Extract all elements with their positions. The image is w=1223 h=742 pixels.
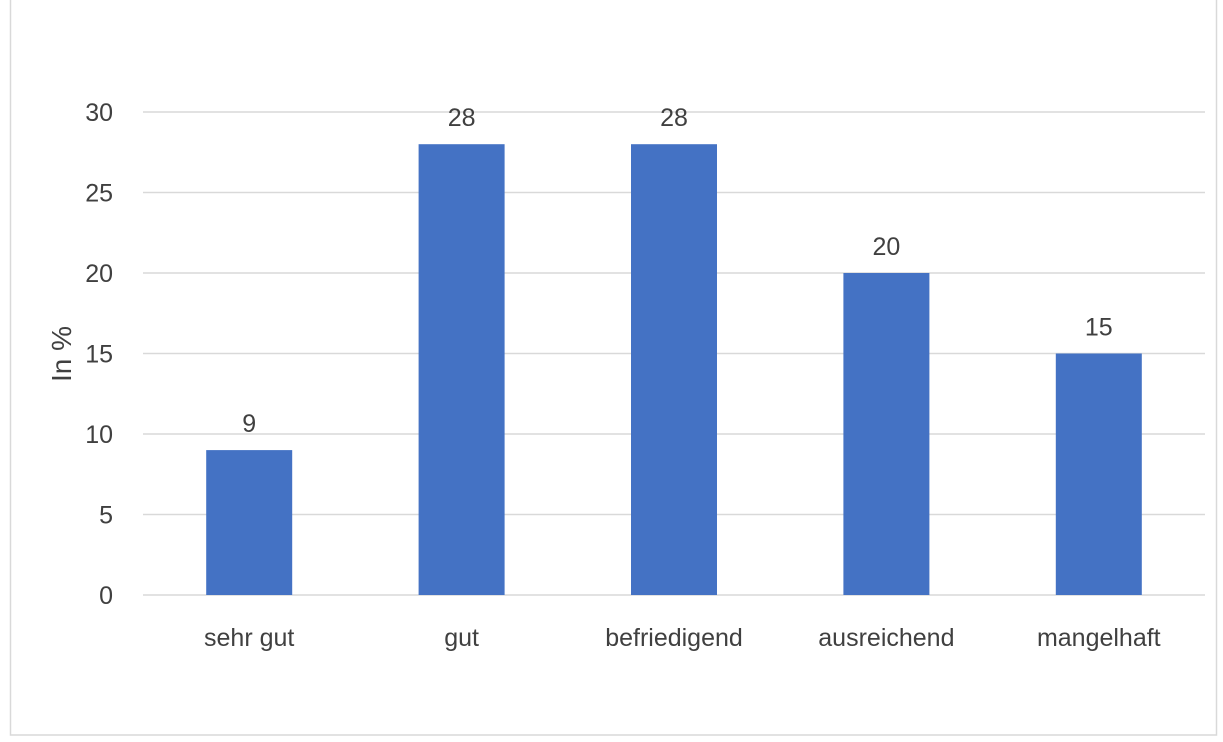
data-labels: 9 28 28 20 15 [242, 104, 1112, 438]
data-label: 20 [872, 233, 900, 261]
y-tick-label: 30 [85, 99, 113, 127]
chart-frame [9, 0, 1218, 736]
data-label: 28 [448, 104, 476, 132]
y-tick-label: 20 [85, 260, 113, 288]
bar-befriedigend [631, 144, 717, 595]
x-tick-label: mangelhaft [1037, 624, 1161, 652]
data-label: 28 [660, 104, 688, 132]
y-axis-tick-labels: 0 5 10 15 20 25 30 [85, 99, 113, 610]
bar-ausreichend [843, 273, 930, 595]
bar-mangelhaft [1055, 353, 1142, 595]
y-tick-label: 5 [99, 502, 113, 530]
x-tick-label: sehr gut [204, 624, 294, 652]
x-tick-label: gut [444, 624, 479, 652]
bar-sehr-gut [206, 450, 293, 595]
y-tick-label: 25 [85, 180, 113, 208]
data-label: 9 [242, 410, 256, 438]
y-tick-label: 0 [99, 582, 113, 610]
x-tick-label: befriedigend [605, 624, 743, 652]
bars [206, 144, 1142, 595]
bar-gut [418, 144, 505, 595]
x-tick-label: ausreichend [818, 624, 954, 652]
y-tick-label: 15 [85, 341, 113, 369]
y-axis-title: In % [46, 326, 77, 382]
data-label: 15 [1085, 314, 1113, 342]
y-tick-label: 10 [85, 421, 113, 449]
x-axis-tick-labels: sehr gut gut befriedigend ausreichend mangel… [204, 624, 1161, 652]
